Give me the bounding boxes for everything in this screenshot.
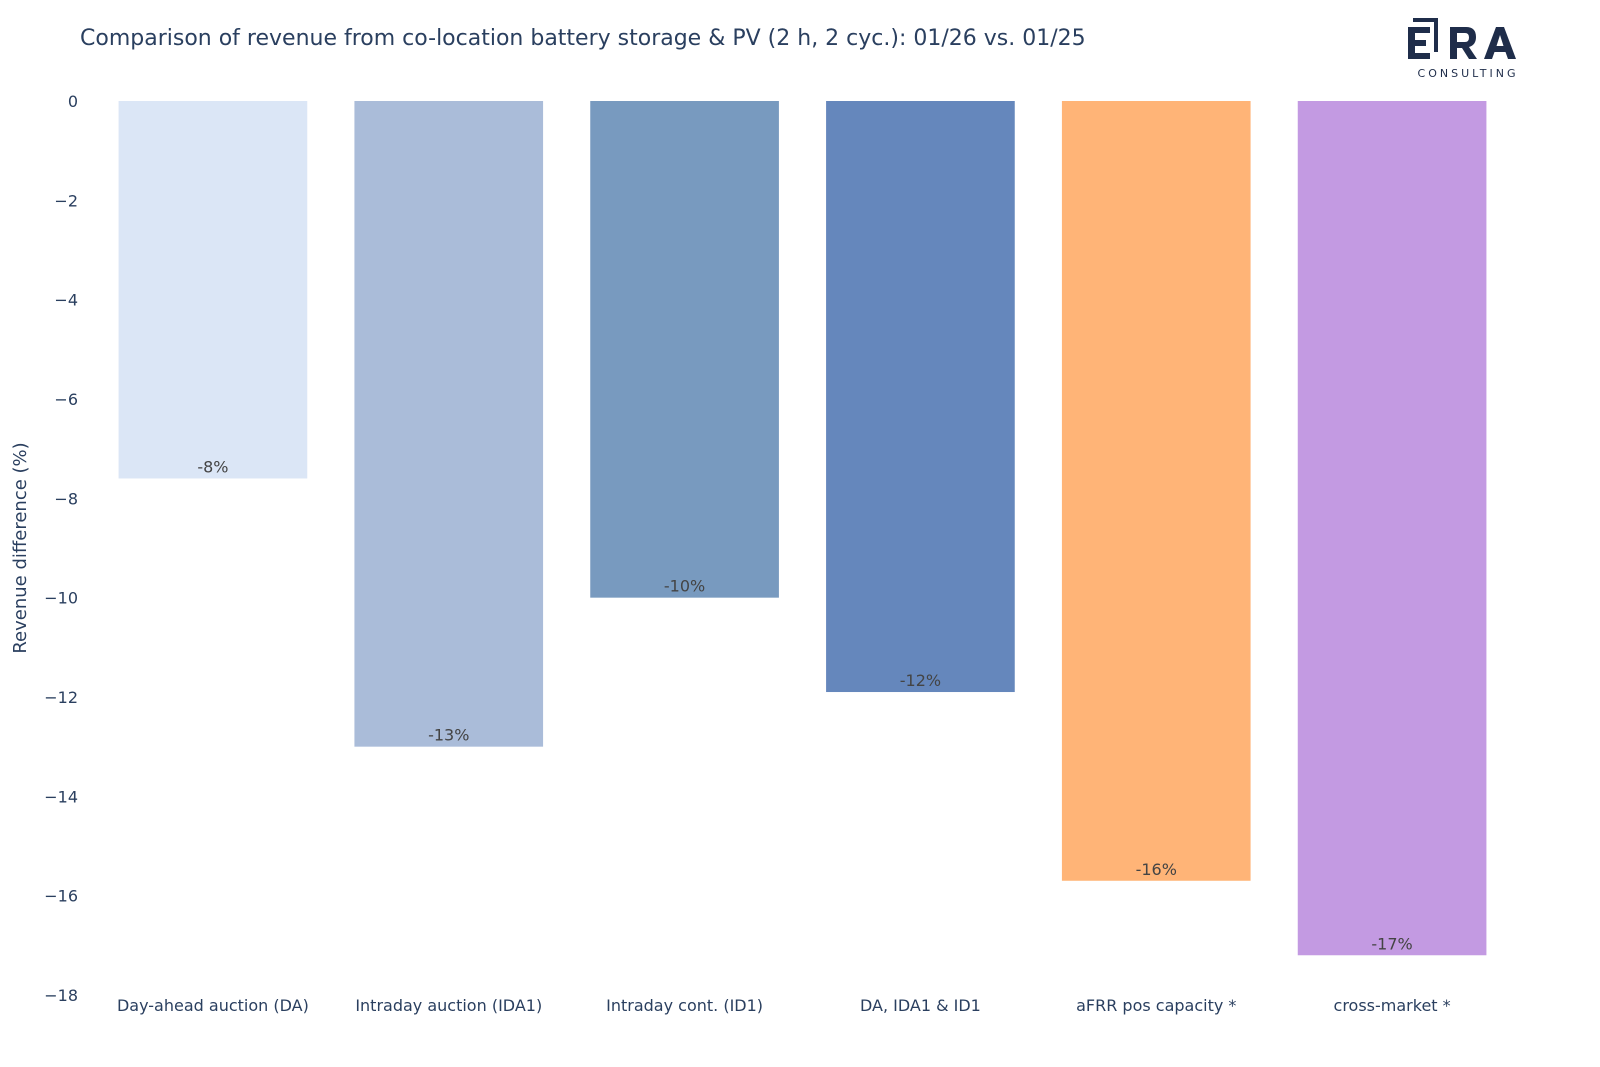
- logo-mark: [1408, 18, 1516, 59]
- x-tick-label: Intraday auction (IDA1): [355, 996, 542, 1015]
- y-tick-label: −10: [44, 589, 78, 608]
- data-label: -16%: [1136, 860, 1177, 879]
- data-label: -10%: [664, 577, 705, 596]
- x-tick-label: cross-market *: [1334, 996, 1451, 1015]
- bars: [118, 101, 1487, 956]
- bar: [354, 101, 544, 747]
- bar: [118, 101, 308, 479]
- y-tick-label: 0: [68, 92, 78, 111]
- data-label: -17%: [1371, 934, 1412, 953]
- x-tick-label: aFRR pos capacity *: [1076, 996, 1236, 1015]
- bar: [1061, 101, 1251, 881]
- x-tick-label: Day-ahead auction (DA): [117, 996, 309, 1015]
- y-tick-label: −6: [54, 390, 78, 409]
- data-label: -8%: [197, 457, 228, 476]
- data-label: -12%: [900, 671, 941, 690]
- x-tick-label: DA, IDA1 & ID1: [860, 996, 981, 1015]
- era-consulting-logo: CONSULTING: [1408, 18, 1519, 80]
- x-axis: Day-ahead auction (DA) Intraday auction (…: [117, 996, 1451, 1015]
- bar: [1297, 101, 1487, 956]
- y-tick-label: −14: [44, 787, 78, 806]
- y-tick-label: −18: [44, 986, 78, 1005]
- y-tick-label: −12: [44, 688, 78, 707]
- data-label: -13%: [428, 726, 469, 745]
- data-labels: -8% -13% -10% -12% -16% -17%: [197, 457, 1412, 953]
- bar: [590, 101, 779, 598]
- y-tick-label: −2: [54, 191, 78, 210]
- y-axis: 0 −2 −4 −6 −8 −10 −12 −14 −16 −18: [44, 92, 78, 1005]
- y-tick-label: −16: [44, 887, 78, 906]
- logo-subtext: CONSULTING: [1418, 67, 1519, 80]
- y-axis-title: Revenue difference (%): [10, 442, 31, 653]
- y-tick-label: −8: [54, 489, 78, 508]
- chart-title: Comparison of revenue from co-location b…: [80, 26, 1086, 51]
- y-tick-label: −4: [54, 291, 78, 310]
- bar: [826, 101, 1015, 693]
- x-tick-label: Intraday cont. (ID1): [606, 996, 763, 1015]
